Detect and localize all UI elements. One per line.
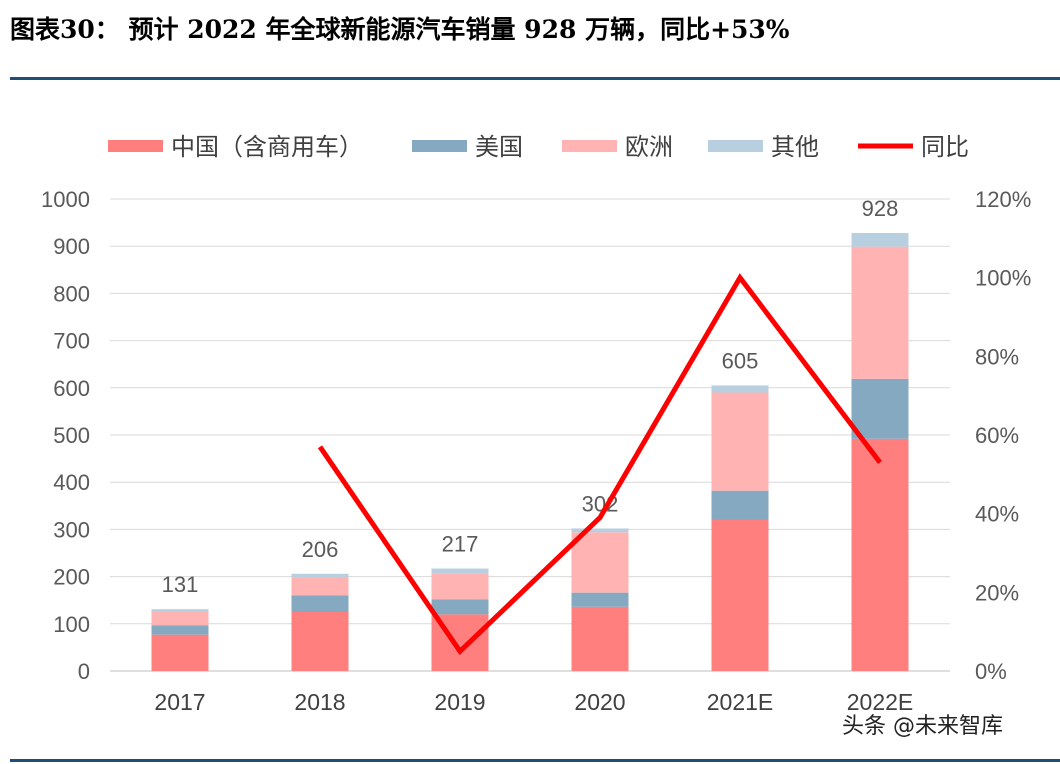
bar-segment: [571, 592, 629, 607]
bar-segment: [431, 599, 489, 615]
x-axis: 2017 2018 2019 2020 2021E 2022E: [154, 689, 913, 715]
x-tick-label: 2021E: [707, 689, 774, 715]
legend: 中国（含商用车） 美国 欧洲 其他 同比: [108, 134, 969, 161]
x-tick-label: 2017: [154, 689, 205, 715]
chart-title: 图表30： 预计 2022 年全球新能源汽车销量 928 万辆，同比+53%: [10, 15, 790, 44]
bars: [151, 232, 909, 671]
right-tick-label: 20%: [975, 580, 1019, 605]
bar-segment: [711, 385, 769, 393]
right-tick-label: 100%: [975, 266, 1031, 291]
bar-segment: [151, 609, 209, 612]
left-tick-label: 600: [53, 376, 90, 401]
legend-swatch: [412, 140, 467, 152]
left-tick-label: 800: [53, 281, 90, 306]
bar-segment: [151, 625, 209, 635]
left-tick-label: 500: [53, 423, 90, 448]
left-tick-label: 200: [53, 565, 90, 590]
bar-segment: [431, 573, 489, 600]
x-tick-label: 2020: [574, 689, 625, 715]
right-axis: 0% 20% 40% 60% 80% 100% 120%: [975, 187, 1031, 684]
total-label: 605: [722, 348, 759, 373]
bar-segment: [711, 519, 769, 671]
total-label: 206: [302, 537, 339, 562]
bar-segment: [431, 568, 489, 574]
left-tick-label: 300: [53, 517, 90, 542]
left-tick-label: 100: [53, 612, 90, 637]
left-tick-label: 0: [78, 659, 90, 684]
bar-segment: [151, 612, 209, 626]
left-tick-label: 400: [53, 470, 90, 495]
footer-rule: [10, 759, 1060, 762]
bar-segment: [151, 634, 209, 671]
yoy-line: [317, 273, 882, 656]
bar-segment: [291, 573, 349, 578]
legend-label: 同比: [921, 134, 969, 161]
bar-segment: [571, 532, 629, 593]
legend-label: 其他: [771, 134, 819, 161]
bar-segment: [291, 595, 349, 612]
bar-segment: [571, 606, 629, 671]
header-rule: [10, 77, 1060, 80]
left-tick-label: 1000: [41, 187, 90, 212]
x-tick-label: 2022E: [847, 689, 914, 715]
gridlines: [110, 198, 950, 672]
bar-segment: [291, 577, 349, 596]
x-tick-label: 2018: [294, 689, 345, 715]
total-label: 928: [862, 196, 899, 221]
legend-swatch: [562, 140, 617, 152]
left-tick-label: 700: [53, 329, 90, 354]
total-label: 217: [442, 532, 479, 557]
legend-label: 美国: [475, 134, 523, 161]
bar-segment: [711, 392, 769, 491]
legend-swatch: [108, 140, 163, 152]
right-tick-label: 60%: [975, 423, 1019, 448]
right-tick-label: 40%: [975, 502, 1019, 527]
left-tick-label: 900: [53, 234, 90, 259]
right-tick-label: 0%: [975, 659, 1007, 684]
left-axis: 0 100 200 300 400 500 600 700 800 900 1000: [41, 187, 90, 684]
right-tick-label: 120%: [975, 187, 1031, 212]
bar-segment: [571, 528, 629, 533]
bar-segment: [851, 232, 909, 247]
bar-segment: [851, 438, 909, 671]
bar-segment: [851, 246, 909, 379]
bar-segment: [851, 378, 909, 439]
total-label: 131: [162, 572, 199, 597]
x-tick-label: 2019: [434, 689, 485, 715]
bar-segment: [291, 612, 349, 671]
bar-segment: [711, 490, 769, 520]
legend-label: 中国（含商用车）: [171, 134, 363, 161]
legend-swatch: [708, 140, 763, 152]
watermark: 头条 @未来智库: [842, 714, 1003, 739]
legend-label: 欧洲: [625, 134, 673, 161]
right-tick-label: 80%: [975, 344, 1019, 369]
